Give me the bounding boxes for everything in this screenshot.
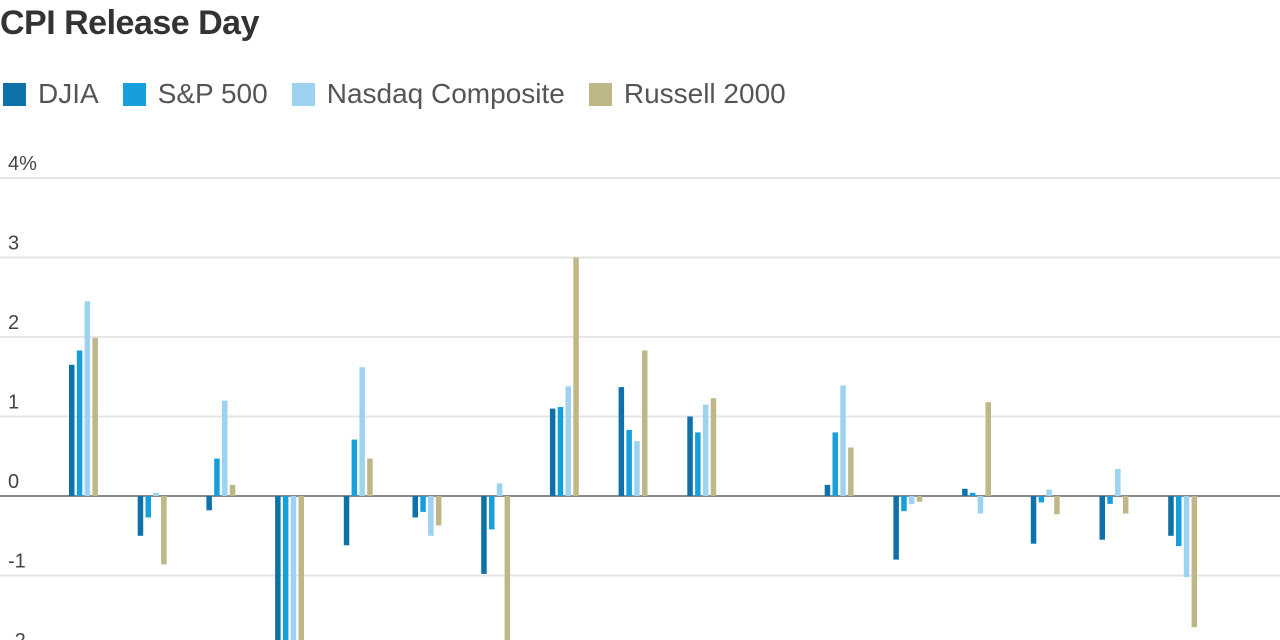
bar xyxy=(504,496,511,640)
bar xyxy=(824,484,831,496)
bar xyxy=(214,458,220,496)
bar xyxy=(1122,496,1129,514)
bar xyxy=(137,496,144,536)
legend-swatch xyxy=(3,82,26,106)
legend-swatch xyxy=(291,82,315,106)
bar xyxy=(420,496,426,512)
bar xyxy=(290,496,297,640)
bar xyxy=(977,496,984,514)
bar xyxy=(1099,496,1105,540)
bar xyxy=(496,483,503,496)
bar xyxy=(901,496,907,512)
chart-title: CPI Release Day xyxy=(0,4,260,42)
y-tick-label: -1 xyxy=(8,551,26,573)
y-tick-label: 3 xyxy=(8,233,19,255)
bar xyxy=(351,439,358,496)
bar xyxy=(153,492,159,496)
bar xyxy=(229,484,236,496)
bar xyxy=(1107,496,1113,504)
bar xyxy=(962,488,968,496)
bar xyxy=(282,496,289,640)
bar xyxy=(557,407,564,496)
bar xyxy=(359,367,365,496)
bar xyxy=(832,432,838,496)
bar xyxy=(687,416,693,496)
bar xyxy=(1030,496,1037,544)
bar xyxy=(618,387,625,496)
bar xyxy=(573,257,579,496)
bar xyxy=(145,496,151,518)
bar xyxy=(893,496,899,560)
legend-item: DJIA xyxy=(3,78,99,110)
bar xyxy=(642,350,648,496)
bar xyxy=(1191,496,1198,628)
bar xyxy=(481,496,487,574)
legend-item: S&P 500 xyxy=(122,78,268,110)
bar xyxy=(1168,496,1174,536)
bar xyxy=(367,458,373,496)
legend-label: Russell 2000 xyxy=(623,78,786,109)
bar xyxy=(634,441,640,496)
bar xyxy=(206,496,212,511)
bar xyxy=(916,496,923,502)
bar xyxy=(710,398,717,496)
y-tick-label: 2 xyxy=(8,312,19,334)
y-tick-label: -2 xyxy=(8,630,26,640)
bar xyxy=(1054,496,1060,515)
y-tick-label: 4% xyxy=(8,153,37,175)
bar xyxy=(1038,496,1045,503)
legend-label: DJIA xyxy=(38,78,99,109)
bar xyxy=(69,364,75,496)
bar xyxy=(985,402,991,496)
legend-item: Russell 2000 xyxy=(588,78,786,110)
bar xyxy=(161,496,167,565)
bar xyxy=(76,350,83,496)
legend-item: Nasdaq Composite xyxy=(291,78,565,110)
bar xyxy=(702,404,709,496)
bar xyxy=(626,430,632,496)
bar xyxy=(549,408,556,496)
chart-legend: DJIA S&P 500 Nasdaq Composite Russell 2000 xyxy=(3,78,786,110)
bar xyxy=(298,496,304,640)
y-tick-label: 1 xyxy=(8,392,19,414)
bar xyxy=(1183,496,1190,578)
bar xyxy=(1176,496,1182,547)
legend-swatch xyxy=(588,82,612,106)
legend-label: S&P 500 xyxy=(157,78,268,109)
bar xyxy=(489,496,495,530)
bar xyxy=(969,492,976,496)
bar xyxy=(695,432,701,496)
legend-swatch xyxy=(122,82,146,106)
bar xyxy=(275,496,281,640)
bar xyxy=(428,496,434,536)
bar xyxy=(848,447,854,496)
bar xyxy=(84,301,91,496)
bar xyxy=(92,337,98,496)
legend-label: Nasdaq Composite xyxy=(326,78,565,109)
bar xyxy=(909,496,915,504)
bar xyxy=(435,496,442,526)
bar xyxy=(1046,489,1052,496)
y-tick-label: 0 xyxy=(8,471,19,493)
bar xyxy=(343,496,350,546)
bar xyxy=(412,496,418,518)
bar xyxy=(1115,469,1121,496)
bar xyxy=(565,386,571,496)
bar xyxy=(222,400,228,496)
bar xyxy=(840,385,846,496)
